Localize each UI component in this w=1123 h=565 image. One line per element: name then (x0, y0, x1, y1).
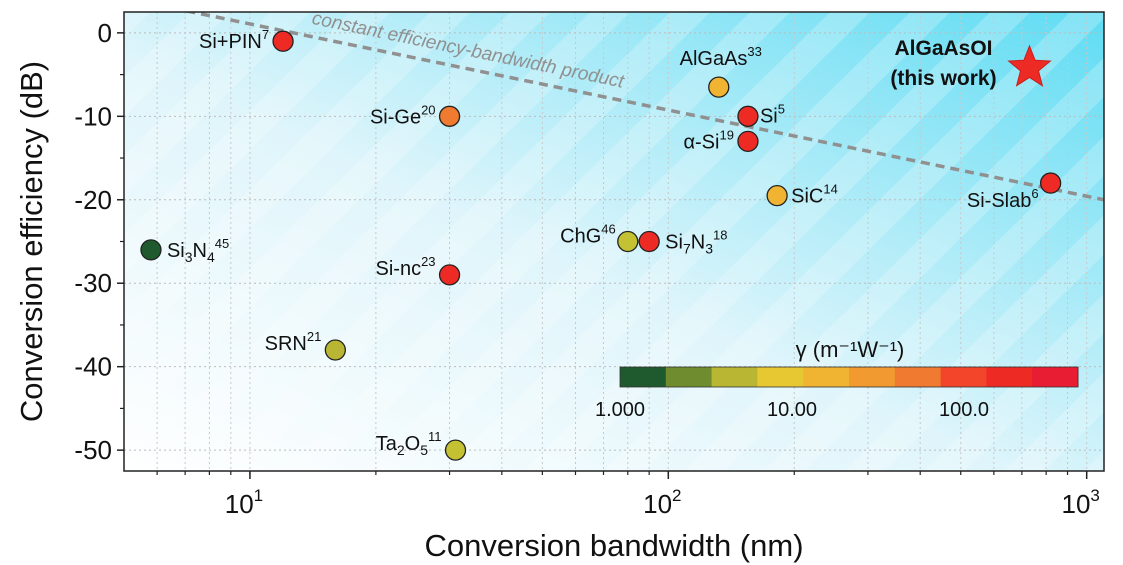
point-si3n4 (140, 239, 162, 261)
axes: 0 -10 -20 -30 -40 -50 101 102 103 (74, 18, 1099, 519)
plot-band (124, 12, 631, 471)
point-label-si7n3: Si7N318 (665, 228, 727, 257)
colorbar-segment (665, 367, 713, 387)
y-tick-label: -50 (74, 435, 112, 465)
colorbar-segment (620, 367, 667, 387)
plot-band (604, 12, 1104, 471)
point-si-nc (438, 264, 461, 286)
point-label-si-ge: Si-Ge20 (370, 102, 436, 128)
colorbar-segment (986, 367, 1033, 387)
point-si7n3 (638, 230, 660, 253)
point-label-si: Si5 (760, 101, 785, 127)
point-si-slab (1039, 172, 1062, 194)
y-tick-label: -30 (74, 268, 112, 298)
colorbar-tick-label: 10.00 (767, 399, 817, 421)
point-label-si-slab: Si-Slab6 (967, 186, 1039, 212)
point-label-sic: SiC14 (791, 182, 838, 208)
plot-band (524, 12, 1031, 471)
plot-band (1004, 372, 1104, 471)
point-label-ta2o5: Ta2O511 (376, 429, 442, 458)
colorbar-tick-label: 100.0 (939, 399, 989, 421)
x-tick-label: 103 (1061, 486, 1099, 519)
highlight-label-line1: AlGaAsOI (894, 37, 992, 60)
highlight-group: AlGaAsOI (this work) (890, 37, 1052, 90)
colorbar-segment (849, 367, 896, 387)
grid (124, 12, 1104, 471)
point-srn (324, 339, 346, 361)
plot-band (124, 12, 391, 275)
highlight-label-line2: (this work) (890, 67, 996, 90)
plot-band (844, 215, 1104, 471)
y-tick-label: -40 (74, 352, 112, 382)
x-axis-title: Conversion bandwidth (nm) (424, 528, 803, 563)
point-label-srn: SRN21 (265, 329, 322, 355)
colorbar-title: γ (m⁻¹W⁻¹) (796, 337, 905, 362)
plot-band (124, 12, 151, 38)
colorbar-border (619, 366, 1079, 388)
point-label-si3n4: Si3N445 (167, 236, 229, 265)
point-si-ge (438, 105, 461, 127)
plot-band (1084, 451, 1104, 471)
point-label-chg: ChG46 (560, 222, 616, 248)
point--si (737, 130, 759, 153)
colorbar-segment (894, 367, 942, 387)
data-points (140, 30, 1062, 461)
plot-band (284, 12, 791, 471)
point-label--si: α-Si19 (683, 127, 733, 153)
point-si-pin (272, 30, 294, 52)
point-label-algaas: AlGaAs33 (680, 44, 762, 70)
plot-band (444, 12, 951, 471)
colorbar-segment (757, 367, 804, 387)
point-si (737, 105, 759, 127)
point-label-si-nc: Si-nc23 (376, 254, 436, 280)
colorbar-segment (711, 367, 758, 387)
y-tick-label: -20 (74, 185, 112, 215)
x-tick-label: 102 (643, 486, 681, 519)
colorbar: γ (m⁻¹W⁻¹) 1.000 10.00 100.0 (595, 337, 1079, 421)
colorbar-segment (803, 367, 850, 387)
trend-line (183, 12, 1104, 202)
y-tick-label: -10 (74, 101, 112, 131)
plot-fill (124, 12, 1104, 471)
point-sic (766, 184, 788, 207)
y-tick-label: 0 (98, 18, 112, 48)
y-axis-title: Conversion efficiency (dB) (14, 61, 49, 422)
point-ta2o5 (444, 439, 467, 461)
point-labels: Si+PIN7 Si-Ge20 AlGaAs33 Si5 α-Si19 SiC14 Si-S… (167, 27, 1039, 458)
plot-band (0, 0, 704, 471)
highlight-star-icon (1007, 44, 1052, 87)
point-chg (617, 230, 639, 253)
colorbar-tick-label: 1.000 (595, 399, 645, 421)
point-algaas (708, 76, 730, 98)
plot-band (124, 12, 311, 196)
x-tick-label: 101 (225, 486, 263, 519)
colorbar-segment (1032, 367, 1079, 387)
plot-band (124, 12, 231, 117)
point-label-si-pin: Si+PIN7 (199, 27, 269, 53)
colorbar-segment (940, 367, 987, 387)
